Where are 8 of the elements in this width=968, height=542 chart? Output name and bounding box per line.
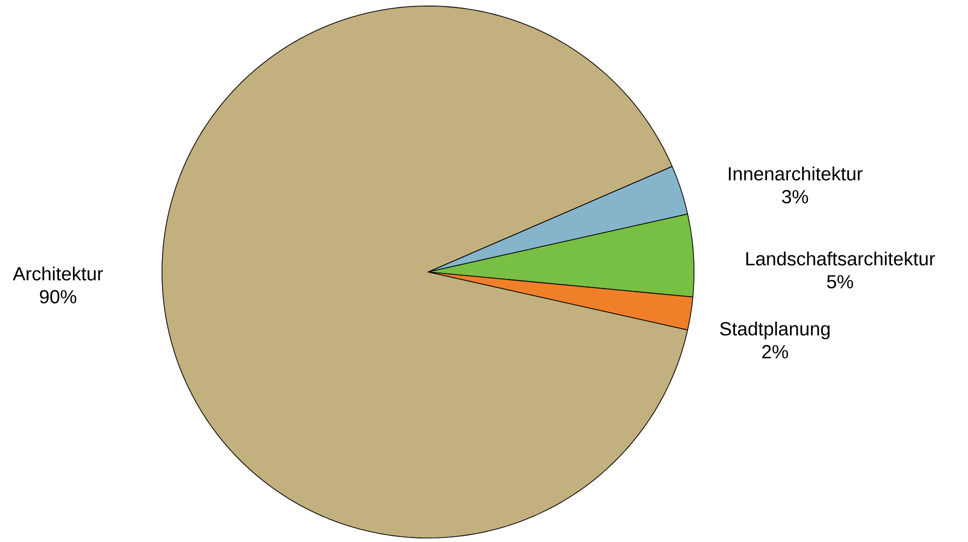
data-label: 3%	[782, 190, 808, 204]
slice-label: Architektur	[12, 266, 103, 280]
data-label: 2%	[762, 345, 788, 358]
slice-label: Stadtplanung	[720, 322, 830, 340]
data-label: 5%	[827, 275, 854, 288]
slice-label: Landschaftsarchitektur	[746, 252, 935, 266]
data-label: 90%	[40, 290, 76, 304]
slice-label: Innenarchitektur	[728, 166, 863, 180]
